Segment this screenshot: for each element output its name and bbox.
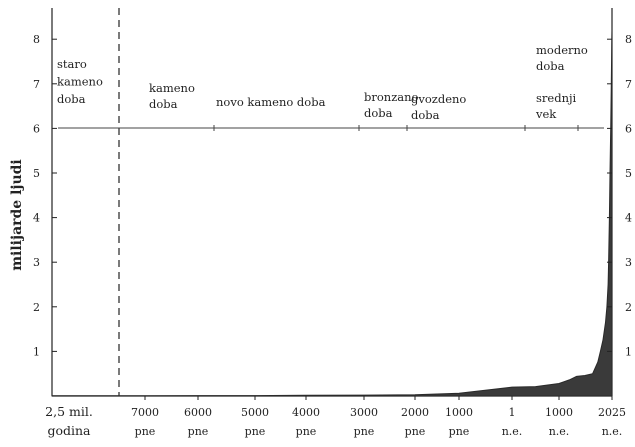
x-tick-label-line: 3000 [350,406,378,419]
x-tick-label-line: 5000 [241,406,269,419]
y-tick-label-right: 7 [625,78,632,91]
y-tick-label-left: 6 [33,122,40,135]
x-tick-label-line: n.e. [549,425,570,438]
x-tick-label-line: pne [354,425,375,438]
x-tick-label-line: pne [296,425,317,438]
x-tick-label-line: 2025 [598,406,626,419]
x-tick-label-line: n.e. [502,425,523,438]
era-label-line: kameno [57,75,103,89]
era-label-line: kameno [149,81,195,95]
x-tick-label: 2025 n.e. [598,406,626,438]
y-tick-label-left: 8 [33,33,40,46]
era-label-line: gvozdeno [411,92,466,106]
x-tick-label-line: pne [135,425,156,438]
era-label-line: vek [535,107,557,121]
era-label: srednji vek [535,91,577,121]
x-tick-label: 1000 n.e. [545,406,573,438]
y-tick-label-left: 2 [33,301,40,314]
plot-frame [51,8,613,397]
era-label-line: doba [411,108,440,122]
y-tick-label-right: 8 [625,33,632,46]
y-tick-label-right: 5 [625,167,632,180]
y-tick-label-left: 5 [33,167,40,180]
x-tick-label-line: godina [47,423,91,438]
era-label-line: doba [536,59,565,73]
y-tick-label-right: 6 [625,122,632,135]
population-area [51,30,613,397]
x-tick-label: 6000 pne [184,406,212,438]
x-tick-label-line: 7000 [131,406,159,419]
era-layer: staro kameno doba kameno doba novo kameno dob… [57,43,604,131]
era-label: kameno doba [149,81,195,111]
x-tick-label-line: pne [449,425,470,438]
y-axis-right: 1 2 3 4 5 6 7 8 [607,33,632,358]
x-tick-label: 1000 pne [445,406,473,438]
x-tick-label-line: 6000 [184,406,212,419]
y-tick-label-left: 3 [33,256,40,269]
x-tick-label: 2000 pne [401,406,429,438]
x-tick-label-line: pne [245,425,266,438]
x-tick-label-line: 1000 [445,406,473,419]
y-tick-label-left: 1 [33,345,40,358]
era-label-line: srednji [536,91,577,105]
era-label-line: doba [364,106,393,120]
x-tick-label-line: 2000 [401,406,429,419]
y-tick-label-right: 4 [625,212,632,225]
x-tick-label: 7000 pne [131,406,159,438]
x-tick-label: 2,5 mil. godina [45,404,93,438]
x-tick-label-line: 1 [509,406,516,419]
era-label: gvozdeno doba [411,92,466,122]
x-tick-label-line: 4000 [292,406,320,419]
x-axis: 2,5 mil. godina 7000 pne 6000 pne 5000 pne 4000 p… [45,396,626,438]
era-label-line: bronzano [364,90,419,104]
x-tick-label: 1 n.e. [502,406,523,438]
era-label-line: novo kameno doba [216,95,326,109]
x-tick-label-line: pne [188,425,209,438]
y-tick-label-left: 4 [33,212,40,225]
y-axis-title: milijarde ljudi [9,159,25,271]
x-tick-label: 5000 pne [241,406,269,438]
y-tick-label-left: 7 [33,78,40,91]
x-tick-label: 3000 pne [350,406,378,438]
era-label-line: staro [57,57,87,71]
y-axis-left: 1 2 3 4 5 6 7 8 [33,33,57,358]
era-label: staro kameno doba [57,57,103,106]
y-tick-label-right: 1 [625,345,632,358]
y-tick-label-right: 3 [625,256,632,269]
x-tick-label: 4000 pne [292,406,320,438]
x-tick-label-line: pne [405,425,426,438]
era-label-line: doba [149,97,178,111]
era-label: novo kameno doba [216,95,326,109]
x-tick-label-line: 1000 [545,406,573,419]
era-label-line: doba [57,92,86,106]
population-area-layer [51,30,613,397]
era-label-line: moderno [536,43,588,57]
x-tick-label-line: n.e. [602,425,623,438]
era-label: bronzano doba [364,90,419,120]
x-tick-label-line: 2,5 mil. [45,404,93,419]
era-label: moderno doba [536,43,588,73]
y-tick-label-right: 2 [625,301,632,314]
